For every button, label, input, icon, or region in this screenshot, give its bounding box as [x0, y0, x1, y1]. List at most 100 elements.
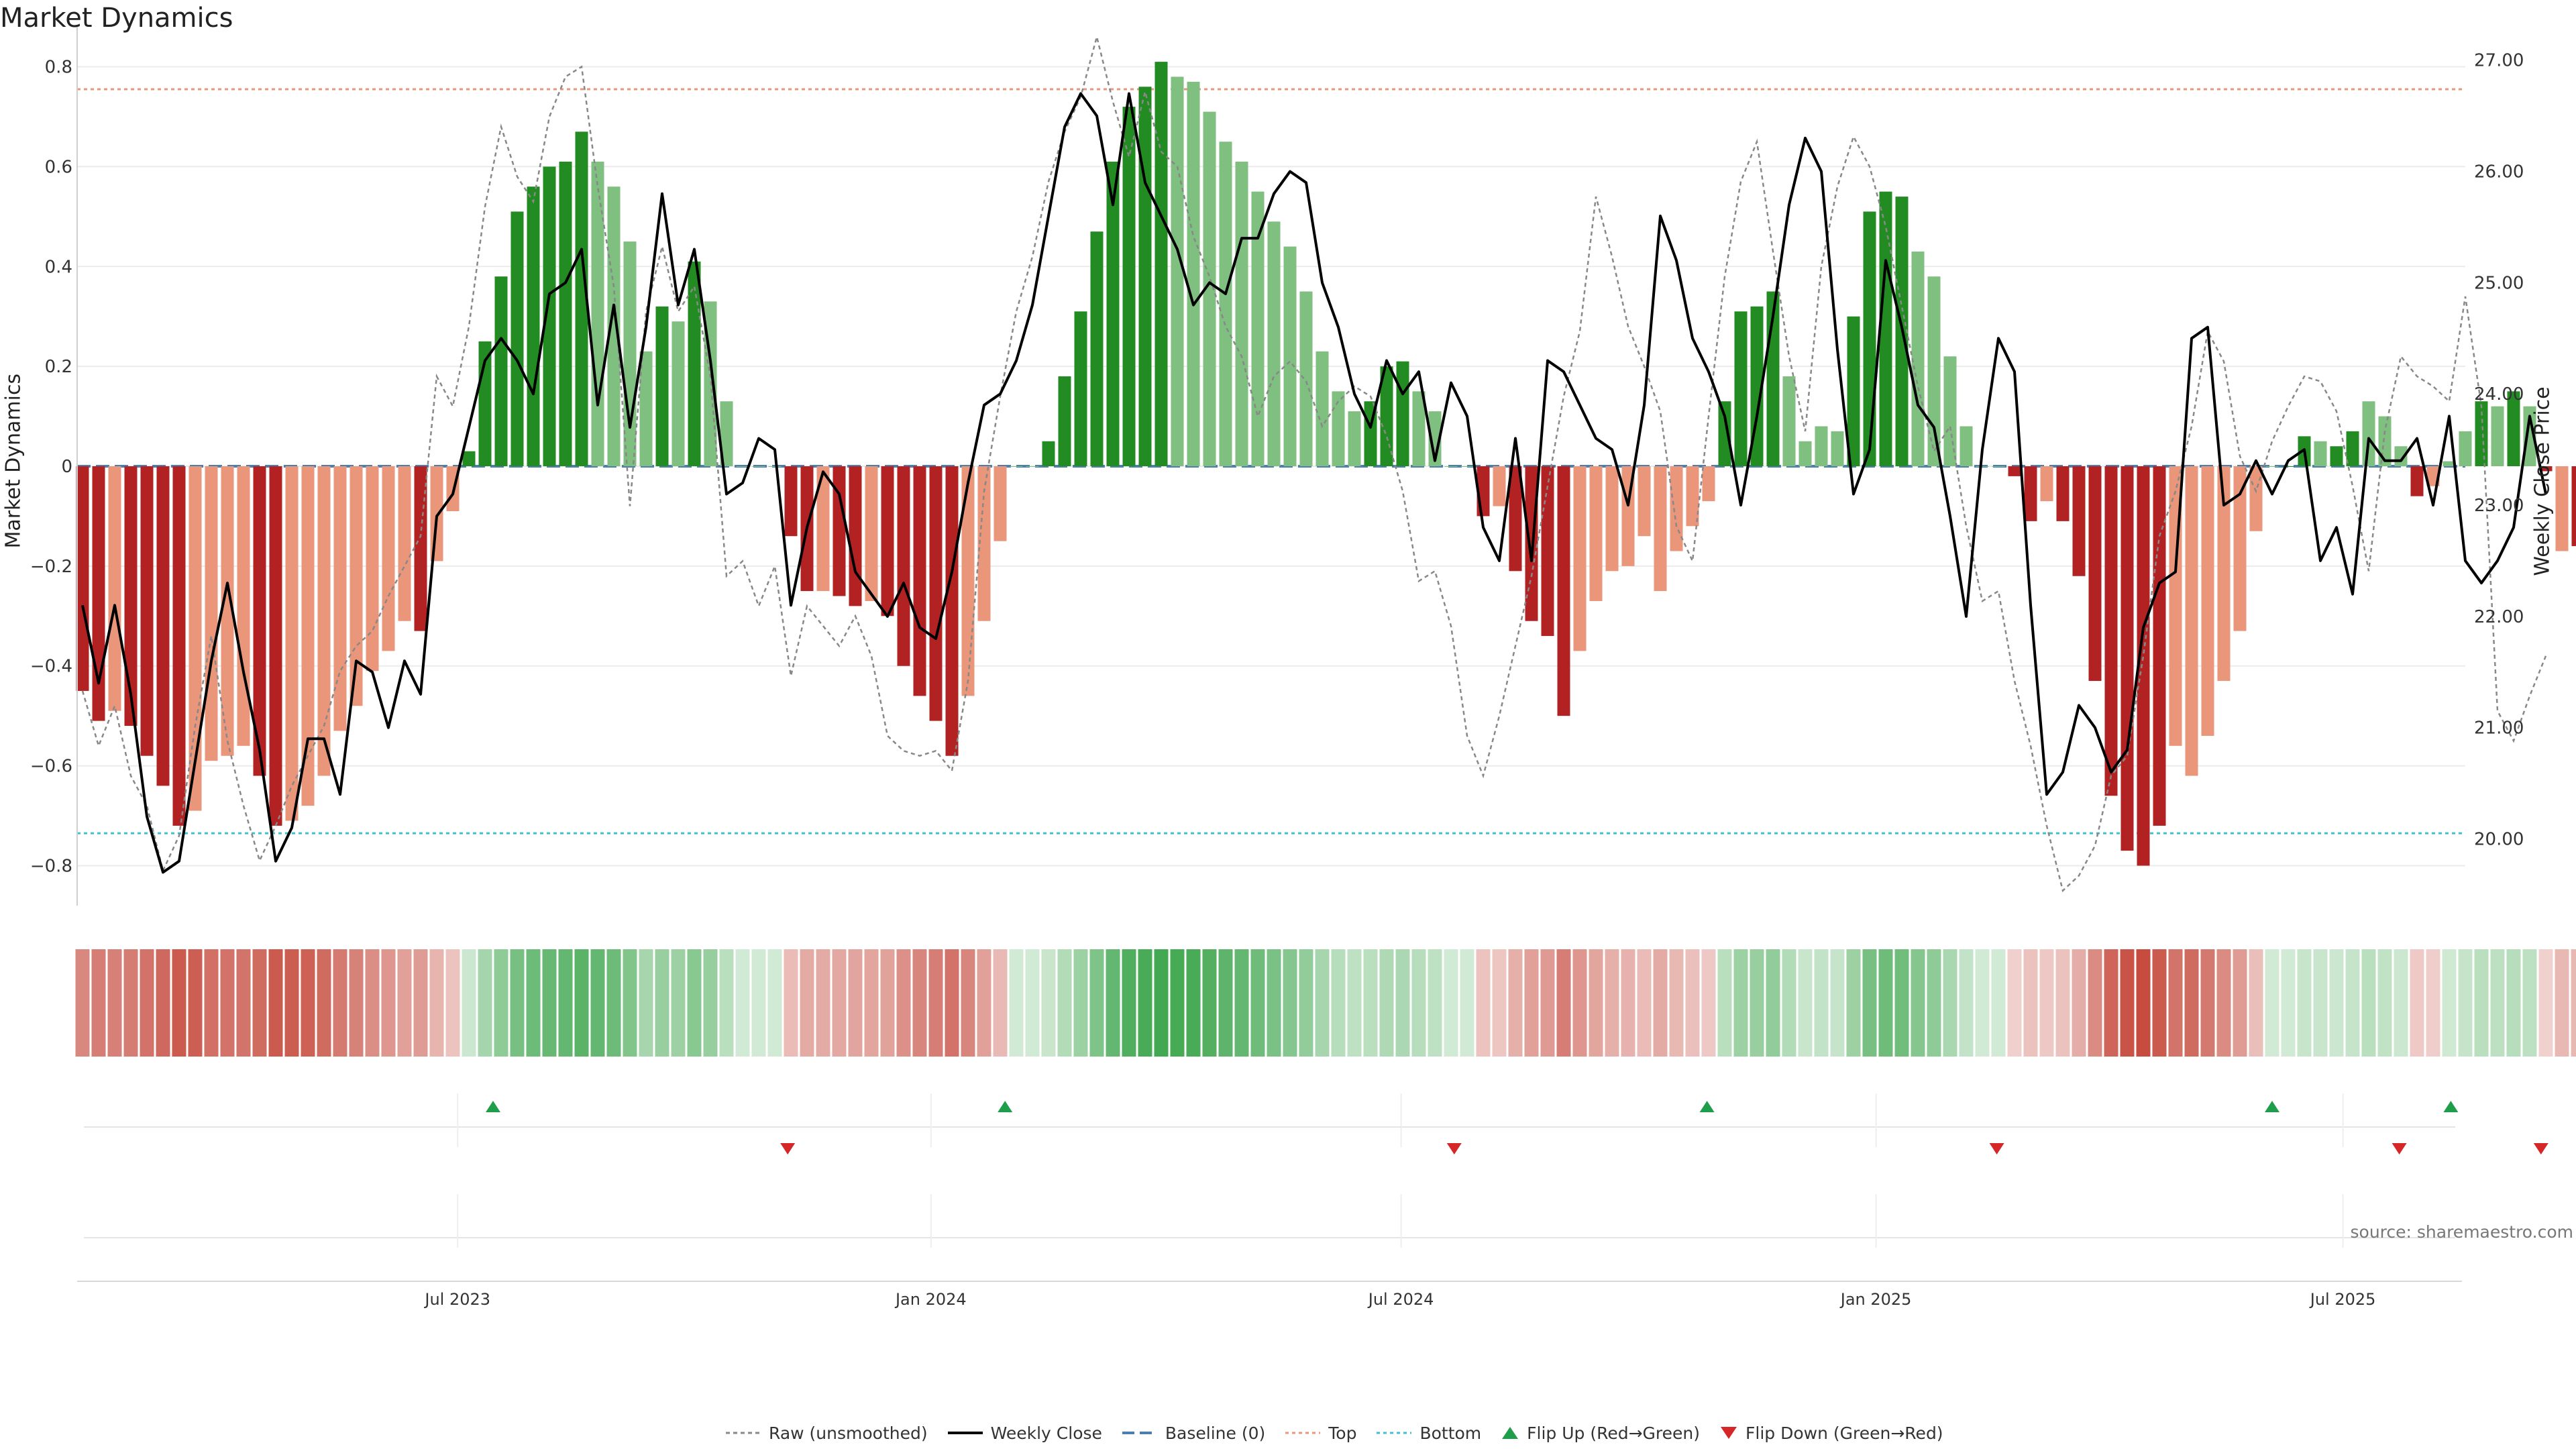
bar [124, 466, 138, 727]
heat-cell [1621, 949, 1635, 1057]
heat-cell [977, 949, 991, 1057]
heat-cell [2233, 949, 2247, 1057]
bar [1799, 441, 1812, 466]
bar [1734, 311, 1748, 466]
bar [1412, 391, 1426, 466]
bar [1541, 466, 1554, 637]
y2-tick-label: 26.00 [2474, 162, 2524, 182]
heat-cell [317, 949, 331, 1057]
heat-cell [1170, 949, 1185, 1057]
heat-cell [2522, 949, 2537, 1057]
flip-down-marker [2533, 1143, 2548, 1155]
bar [1316, 351, 1329, 466]
bar [172, 466, 186, 826]
bar [189, 466, 202, 811]
heat-cell [912, 949, 927, 1057]
bar [688, 261, 701, 466]
heat-cell [928, 949, 943, 1057]
legend-bottom-label: Bottom [1419, 1423, 1482, 1443]
source-note: source: sharemaestro.com [2350, 1222, 2574, 1242]
legend-baseline-label: Baseline (0) [1165, 1423, 1266, 1443]
heat-cell [1057, 949, 1072, 1057]
heat-cell [2088, 949, 2102, 1057]
heat-cell [623, 949, 637, 1057]
heat-cell [719, 949, 734, 1057]
heat-cell [301, 949, 315, 1057]
bar [156, 466, 170, 786]
bar [2008, 466, 2021, 476]
heat-cell [2136, 949, 2151, 1057]
heat-cell [1492, 949, 1507, 1057]
chart-title: Market Dynamics [0, 3, 233, 34]
bar [768, 466, 782, 467]
heat-cell [1379, 949, 1394, 1057]
bar [1702, 466, 1715, 502]
bar [2185, 466, 2198, 776]
bar [2104, 466, 2118, 796]
legend-top-label: Top [1328, 1423, 1357, 1443]
heat-cell [220, 949, 235, 1057]
y2-tick-label: 20.00 [2474, 830, 2524, 850]
heat-cell [1009, 949, 1024, 1057]
heat-cell [1395, 949, 1410, 1057]
bar [1686, 466, 1699, 527]
heat-cell [2104, 949, 2118, 1057]
bar [784, 466, 798, 537]
heat-cell [494, 949, 508, 1057]
heat-cell [2329, 949, 2344, 1057]
heat-cell [767, 949, 782, 1057]
flip-up-marker [2443, 1101, 2459, 1112]
bar [1380, 366, 1393, 466]
x-tick-label: Jul 2023 [423, 1290, 490, 1309]
raw-series-line [81, 33, 2547, 893]
bar [833, 466, 846, 596]
bar [350, 466, 363, 706]
heat-cell [1556, 949, 1571, 1057]
heat-cell [1846, 949, 1861, 1057]
bar [2040, 466, 2053, 502]
bar [2121, 466, 2134, 851]
heat-cell [703, 949, 718, 1057]
x-tick-label: Jan 2025 [1839, 1290, 1912, 1309]
heatstrip [75, 949, 2576, 1057]
heat-cell [156, 949, 170, 1057]
heat-cell [2345, 949, 2360, 1057]
heat-cell [1347, 949, 1362, 1057]
bar [655, 306, 669, 466]
bar [1573, 466, 1587, 651]
heat-cell [606, 949, 621, 1057]
heat-cell [2442, 949, 2457, 1057]
heat-cell [2039, 949, 2054, 1057]
heat-cell [1766, 949, 1780, 1057]
bar [1493, 466, 1506, 506]
heat-cell [1315, 949, 1330, 1057]
bar [2330, 446, 2343, 466]
bar [2153, 466, 2166, 826]
heat-cell [1894, 949, 1909, 1057]
heat-cell [1701, 949, 1716, 1057]
bar [2555, 466, 2569, 551]
bar [1638, 466, 1651, 537]
heat-cell [1106, 949, 1120, 1057]
heat-cell [1267, 949, 1281, 1057]
heat-cell [2555, 949, 2569, 1057]
bar [1782, 376, 1796, 466]
bar [2217, 466, 2231, 682]
y2-tick-label: 22.00 [2474, 607, 2524, 627]
heat-cell [204, 949, 219, 1057]
heat-cell [1363, 949, 1378, 1057]
heat-cell [2361, 949, 2376, 1057]
bar [1026, 466, 1039, 467]
heat-cell [413, 949, 428, 1057]
bar [1589, 466, 1603, 601]
heat-cell [172, 949, 186, 1057]
bar [2056, 466, 2070, 521]
bar [559, 161, 572, 466]
bar [1090, 231, 1104, 466]
heat-cell [1411, 949, 1426, 1057]
y-tick-label: 0.4 [45, 257, 72, 277]
heat-cell [1943, 949, 1957, 1057]
heat-cell [1283, 949, 1297, 1057]
bar [1058, 376, 1071, 466]
heat-cell [252, 949, 267, 1057]
